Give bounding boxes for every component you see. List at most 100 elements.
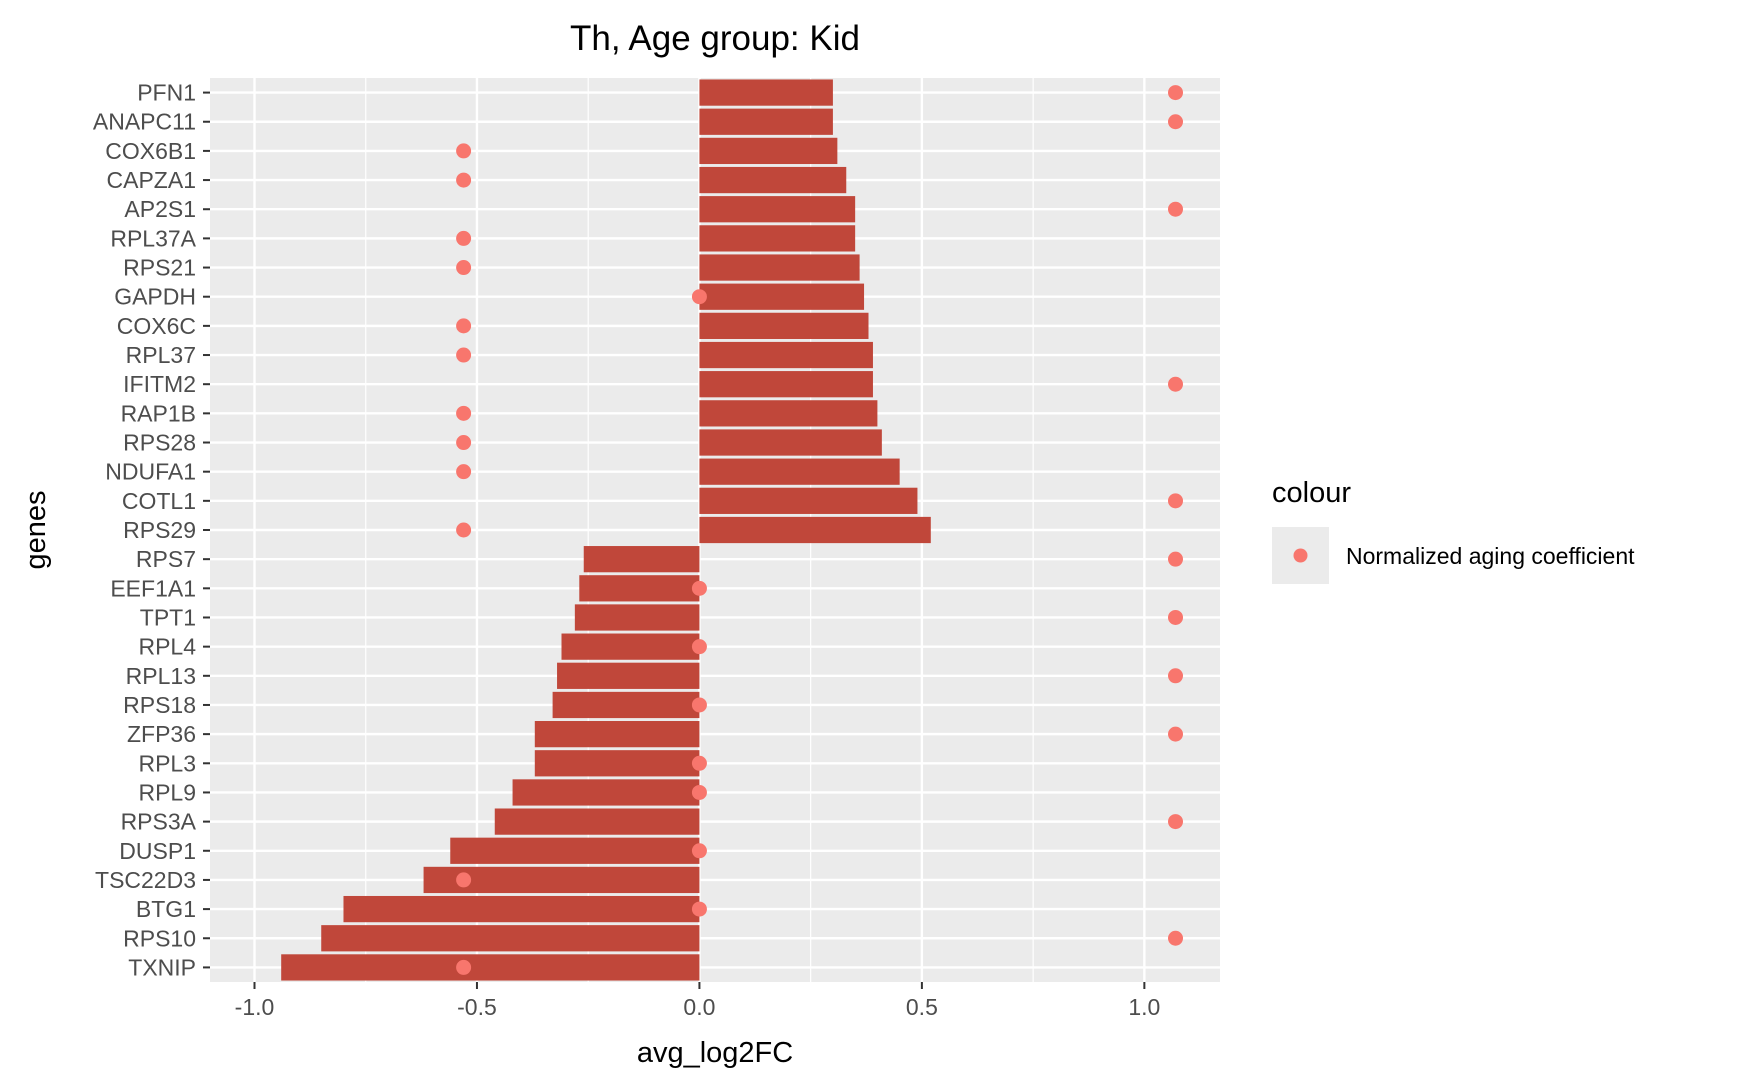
bar-pfn1 — [699, 79, 833, 106]
bar-ifitm2 — [699, 371, 873, 398]
y-tick-label: RPL4 — [138, 634, 196, 660]
point-rpl3 — [691, 755, 707, 771]
bar-ap2s1 — [699, 196, 856, 223]
legend-label: Normalized aging coefficient — [1346, 543, 1635, 569]
point-rps10 — [1168, 930, 1184, 946]
point-rpl13 — [1168, 668, 1184, 684]
points — [456, 85, 1184, 975]
y-tick-label: EEF1A1 — [110, 575, 196, 601]
point-tsc22d3 — [456, 872, 472, 888]
point-zfp36 — [1168, 726, 1184, 742]
point-rpl37 — [456, 347, 472, 363]
bar-rps10 — [321, 925, 700, 952]
bar-dusp1 — [450, 837, 700, 864]
point-tpt1 — [1168, 609, 1184, 625]
bar-cox6c — [699, 312, 869, 339]
point-ndufa1 — [456, 464, 472, 480]
point-cotl1 — [1168, 493, 1184, 509]
y-tick-label: DUSP1 — [119, 838, 196, 864]
bar-rps29 — [699, 516, 931, 544]
y-tick-label: RPS3A — [121, 809, 197, 835]
x-tick-label: 0.0 — [683, 994, 715, 1020]
bar-capza1 — [699, 166, 847, 194]
point-cox6b1 — [456, 143, 472, 159]
y-axis-title: genes — [20, 490, 52, 569]
x-tick-label: 1.0 — [1128, 994, 1160, 1020]
y-tick-label: RPL9 — [138, 779, 196, 805]
bars — [281, 79, 931, 981]
point-rps3a — [1168, 814, 1184, 830]
point-txnip — [456, 959, 472, 975]
point-btg1 — [691, 901, 707, 917]
y-tick-label: PFN1 — [137, 80, 196, 106]
point-rpl4 — [691, 639, 707, 655]
bar-rps7 — [583, 546, 700, 573]
point-ifitm2 — [1168, 376, 1184, 392]
bar-btg1 — [343, 895, 700, 923]
bar-rpl13 — [557, 662, 700, 689]
bar-rpl9 — [512, 779, 700, 806]
y-tick-label: ZFP36 — [127, 721, 196, 747]
point-rps29 — [456, 522, 472, 538]
y-tick-label: COX6C — [117, 313, 196, 339]
y-tick-label: RPS21 — [123, 255, 196, 281]
point-anapc11 — [1168, 114, 1184, 130]
legend-title: colour — [1272, 477, 1351, 509]
y-tick-label: ANAPC11 — [93, 109, 196, 135]
bar-rps21 — [699, 254, 860, 281]
bar-rpl37a — [699, 225, 856, 252]
y-tick-label: GAPDH — [114, 284, 196, 310]
bar-rps3a — [494, 808, 700, 835]
point-capza1 — [456, 172, 472, 188]
legend: colour Normalized aging coefficient — [1272, 477, 1635, 584]
x-axis: -1.0 -0.5 0.0 0.5 1.0 — [235, 982, 1160, 1020]
y-tick-label: RPS29 — [123, 517, 196, 543]
point-rps18 — [691, 697, 707, 713]
bar-cotl1 — [699, 487, 918, 514]
y-tick-label: COX6B1 — [105, 138, 196, 164]
y-tick-label: NDUFA1 — [105, 459, 196, 485]
x-tick-label: -1.0 — [235, 994, 275, 1020]
bar-rpl3 — [534, 750, 700, 777]
y-tick-label: RPS18 — [123, 692, 196, 718]
y-tick-label: TSC22D3 — [95, 867, 196, 893]
point-gapdh — [691, 289, 707, 305]
bar-cox6b1 — [699, 137, 838, 165]
bar-rap1b — [699, 400, 878, 427]
x-tick-label: -0.5 — [457, 994, 497, 1020]
y-tick-label: RPL13 — [126, 663, 196, 689]
point-dusp1 — [691, 843, 707, 859]
legend-key-point — [1293, 548, 1308, 563]
y-tick-label: TXNIP — [128, 954, 196, 980]
bar-ndufa1 — [699, 458, 900, 485]
bar-rps18 — [552, 691, 700, 719]
bar-rpl37 — [699, 341, 873, 369]
point-rps7 — [1168, 551, 1184, 567]
y-tick-label: AP2S1 — [124, 196, 196, 222]
y-tick-label: IFITM2 — [123, 371, 196, 397]
y-tick-label: RPS7 — [136, 546, 196, 572]
bar-eef1a1 — [579, 575, 700, 602]
y-tick-label: BTG1 — [136, 896, 196, 922]
y-tick-label: RPS28 — [123, 430, 196, 456]
y-tick-label: RPS10 — [123, 925, 196, 951]
point-rpl9 — [691, 784, 707, 800]
bar-tpt1 — [574, 604, 700, 631]
point-eef1a1 — [691, 580, 707, 596]
y-tick-label: RPL37 — [126, 342, 196, 368]
y-tick-label: CAPZA1 — [107, 167, 196, 193]
bar-gapdh — [699, 283, 865, 310]
point-rps21 — [456, 260, 472, 276]
x-axis-title: avg_log2FC — [637, 1037, 793, 1069]
point-pfn1 — [1168, 85, 1184, 101]
y-axis: PFN1 ANAPC11 COX6B1 CAPZA1 AP2S1 RPL37A RPS21 G… — [93, 80, 210, 980]
y-tick-label: TPT1 — [140, 604, 196, 630]
point-ap2s1 — [1168, 201, 1184, 217]
x-tick-label: 0.5 — [906, 994, 938, 1020]
bar-zfp36 — [534, 721, 700, 748]
point-cox6c — [456, 318, 472, 334]
y-tick-label: RAP1B — [121, 400, 196, 426]
bar-rpl4 — [561, 633, 700, 660]
y-tick-label: RPL3 — [138, 750, 196, 776]
